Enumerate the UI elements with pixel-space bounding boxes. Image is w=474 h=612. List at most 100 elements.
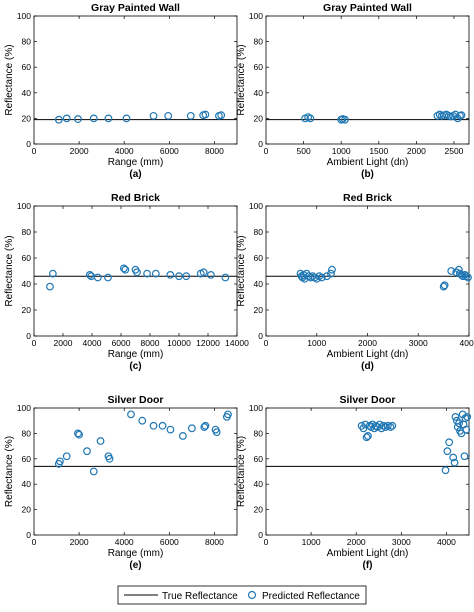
data-point [54, 115, 63, 124]
y-tick-label: 60 [22, 454, 32, 464]
y-tick-label: 20 [22, 505, 32, 515]
y-tick-label: 60 [22, 62, 32, 72]
y-tick-label: 40 [254, 279, 264, 289]
data-point [462, 425, 471, 434]
data-point [133, 268, 141, 277]
y-tick-label: 40 [22, 479, 32, 489]
data-point [104, 273, 112, 282]
data-point [74, 429, 82, 438]
x-tick-label: 1500 [369, 146, 388, 156]
panel-label: (f) [363, 560, 373, 571]
data-point [328, 265, 336, 274]
data-point [121, 265, 130, 274]
data-point [463, 412, 472, 421]
data-point [182, 272, 191, 281]
y-tick-label: 0 [26, 139, 31, 149]
x-tick-label: 8000 [205, 537, 224, 547]
chart-title: Silver Door [107, 394, 163, 406]
data-point [323, 272, 331, 281]
x-axis-label: Range (mm) [108, 349, 164, 360]
data-point [359, 424, 368, 433]
data-point [306, 114, 315, 123]
data-point [149, 421, 158, 430]
x-tick-label: 6000 [112, 338, 131, 348]
data-point [166, 425, 175, 434]
y-tick-label: 40 [22, 279, 32, 289]
panel-label: (b) [361, 169, 374, 180]
y-tick-label: 20 [22, 305, 32, 315]
x-tick-label: 4000 [83, 338, 102, 348]
x-tick-label: 2000 [70, 146, 89, 156]
y-tick-label: 20 [254, 113, 264, 123]
y-tick-label: 20 [254, 305, 264, 315]
data-point [122, 114, 131, 123]
x-axis-label: Ambient Light (dn) [327, 548, 409, 559]
data-point [62, 452, 71, 461]
data-point [457, 111, 466, 120]
y-tick-label: 80 [22, 37, 32, 47]
x-tick-label: 2500 [445, 146, 464, 156]
data-point [312, 274, 321, 283]
y-tick-label: 80 [254, 428, 264, 438]
x-tick-label: 3000 [409, 338, 428, 348]
x-tick-label: 500 [296, 146, 310, 156]
x-tick-label: 8000 [205, 146, 224, 156]
data-point [96, 437, 105, 445]
y-tick-label: 20 [254, 505, 264, 515]
data-point [441, 466, 450, 475]
x-tick-label: 4000 [115, 537, 134, 547]
data-point [455, 419, 463, 428]
data-point [464, 273, 472, 282]
data-point [440, 281, 449, 290]
y-tick-label: 80 [22, 428, 32, 438]
x-tick-label: 1000 [332, 146, 351, 156]
data-point [151, 269, 160, 278]
x-tick-label: 6000 [160, 146, 179, 156]
data-point [200, 423, 209, 431]
data-point [461, 414, 470, 423]
panel-f: Silver Door 0 1000 2000 3000 4000 0 20 40 60 80 100… [236, 394, 472, 571]
panel-b: Gray Painted Wall 0 500 1000 1500 2000 2500 0 20… [236, 2, 470, 180]
data-point [443, 447, 452, 456]
panel-c: Red Brick 0 2000 4000 6000 8000 10000 12000 1400… [4, 192, 249, 372]
x-tick-label: 4000 [115, 146, 134, 156]
plot-frame [33, 15, 238, 145]
data-point [201, 421, 210, 430]
data-point [459, 272, 467, 281]
data-point [56, 457, 64, 466]
x-tick-label: 6000 [160, 537, 179, 547]
y-tick-label: 80 [22, 227, 32, 237]
y-axis-label: Reflectance (%) [4, 436, 15, 507]
y-tick-label: 60 [254, 454, 264, 464]
legend-pred-marker-sample [247, 590, 257, 600]
x-tick-label: 2000 [347, 537, 366, 547]
y-axis-label: Reflectance (%) [236, 44, 247, 115]
data-point [445, 438, 454, 447]
y-axis-label: Reflectance (%) [4, 235, 15, 306]
legend-pred-label: Predicted Reflectance [262, 591, 360, 602]
x-tick-label: 2000 [54, 338, 73, 348]
data-point [221, 273, 230, 282]
data-point [362, 433, 371, 442]
y-tick-label: 100 [249, 201, 263, 211]
x-axis-label: Range (mm) [108, 548, 164, 559]
x-tick-label: 0 [32, 338, 37, 348]
chart-title: Red Brick [343, 192, 392, 204]
x-tick-label: 2000 [70, 537, 89, 547]
data-point [439, 282, 448, 291]
panel-d: Red Brick 0 1000 2000 3000 4000 0 20 40 60 80 100 Am… [236, 192, 474, 372]
data-point [450, 458, 459, 467]
x-tick-label: 0 [264, 338, 269, 348]
chart-title: Red Brick [111, 192, 160, 204]
data-point [451, 412, 460, 421]
y-tick-label: 60 [254, 62, 264, 72]
data-point [317, 273, 326, 282]
data-point [187, 424, 196, 433]
x-tick-label: 12000 [196, 338, 220, 348]
data-point [175, 272, 183, 281]
chart-title: Gray Painted Wall [323, 2, 412, 14]
data-point [201, 110, 210, 119]
y-tick-label: 100 [17, 403, 31, 413]
y-tick-label: 60 [254, 253, 264, 263]
data-point [199, 268, 208, 277]
